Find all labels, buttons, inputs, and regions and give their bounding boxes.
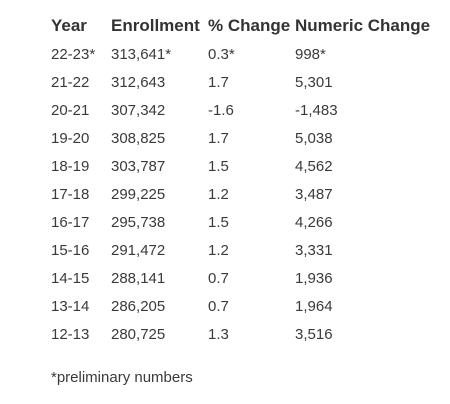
table-row: 12-13 280,725 1.3 3,516 bbox=[51, 320, 435, 348]
cell-enrollment: 291,472 bbox=[111, 241, 166, 259]
cell-enrollment: 303,787 bbox=[111, 157, 166, 175]
cell-percent-change: -1.6 bbox=[208, 101, 234, 119]
table-row: 14-15 288,141 0.7 1,936 bbox=[51, 264, 435, 292]
cell-percent-change: 1.7 bbox=[208, 73, 229, 91]
cell-percent-change: 0.7 bbox=[208, 269, 229, 287]
table-row: 22-23* 313,641* 0.3* 998* bbox=[51, 40, 435, 68]
cell-percent-change: 0.3* bbox=[208, 45, 235, 63]
cell-year: 16-17 bbox=[51, 213, 90, 231]
cell-percent-change: 1.5 bbox=[208, 213, 229, 231]
cell-percent-change: 1.5 bbox=[208, 157, 229, 175]
header-percent-change: % Change bbox=[208, 16, 291, 35]
cell-percent-change: 1.7 bbox=[208, 129, 229, 147]
table-row: 17-18 299,225 1.2 3,487 bbox=[51, 180, 435, 208]
cell-year: 13-14 bbox=[51, 297, 90, 315]
cell-percent-change: 1.3 bbox=[208, 325, 229, 343]
table-header: Year Enrollment % Change Numeric Change bbox=[51, 12, 435, 40]
enrollment-table: Year Enrollment % Change Numeric Change … bbox=[51, 12, 435, 348]
cell-enrollment: 308,825 bbox=[111, 129, 166, 147]
cell-numeric-change: 3,516 bbox=[295, 325, 333, 343]
cell-enrollment: 280,725 bbox=[111, 325, 166, 343]
table-row: 18-19 303,787 1.5 4,562 bbox=[51, 152, 435, 180]
cell-year: 15-16 bbox=[51, 241, 90, 259]
table-row: 19-20 308,825 1.7 5,038 bbox=[51, 124, 435, 152]
header-enrollment: Enrollment bbox=[111, 16, 200, 35]
cell-numeric-change: 3,487 bbox=[295, 185, 333, 203]
cell-year: 17-18 bbox=[51, 185, 90, 203]
cell-numeric-change: 4,266 bbox=[295, 213, 333, 231]
cell-enrollment: 299,225 bbox=[111, 185, 166, 203]
cell-enrollment: 313,641* bbox=[111, 45, 172, 63]
cell-percent-change: 1.2 bbox=[208, 185, 229, 203]
header-numeric-change: Numeric Change bbox=[295, 16, 431, 35]
table-body: 22-23* 313,641* 0.3* 998* 21-22 312,643 1.7 5,3… bbox=[51, 40, 435, 348]
table-row: 16-17 295,738 1.5 4,266 bbox=[51, 208, 435, 236]
cell-numeric-change: 1,964 bbox=[295, 297, 333, 315]
cell-year: 19-20 bbox=[51, 129, 90, 147]
cell-enrollment: 295,738 bbox=[111, 213, 166, 231]
table-row: 13-14 286,205 0.7 1,964 bbox=[51, 292, 435, 320]
cell-numeric-change: 3,331 bbox=[295, 241, 333, 259]
cell-enrollment: 307,342 bbox=[111, 101, 166, 119]
footnote: *preliminary numbers bbox=[51, 369, 193, 386]
header-year: Year bbox=[51, 16, 87, 35]
cell-numeric-change: -1,483 bbox=[295, 101, 338, 119]
table-row: 15-16 291,472 1.2 3,331 bbox=[51, 236, 435, 264]
cell-year: 14-15 bbox=[51, 269, 90, 287]
cell-year: 20-21 bbox=[51, 101, 90, 119]
cell-numeric-change: 998* bbox=[295, 45, 326, 63]
cell-year: 22-23* bbox=[51, 45, 96, 63]
cell-year: 21-22 bbox=[51, 73, 90, 91]
table-row: 20-21 307,342 -1.6 -1,483 bbox=[51, 96, 435, 124]
cell-percent-change: 1.2 bbox=[208, 241, 229, 259]
cell-enrollment: 312,643 bbox=[111, 73, 166, 91]
cell-percent-change: 0.7 bbox=[208, 297, 229, 315]
cell-numeric-change: 5,038 bbox=[295, 129, 333, 147]
cell-enrollment: 286,205 bbox=[111, 297, 166, 315]
cell-numeric-change: 4,562 bbox=[295, 157, 333, 175]
header-row: Year Enrollment % Change Numeric Change bbox=[51, 12, 435, 40]
cell-numeric-change: 1,936 bbox=[295, 269, 333, 287]
cell-year: 12-13 bbox=[51, 325, 90, 343]
cell-enrollment: 288,141 bbox=[111, 269, 166, 287]
cell-numeric-change: 5,301 bbox=[295, 73, 333, 91]
table-row: 21-22 312,643 1.7 5,301 bbox=[51, 68, 435, 96]
cell-year: 18-19 bbox=[51, 157, 90, 175]
